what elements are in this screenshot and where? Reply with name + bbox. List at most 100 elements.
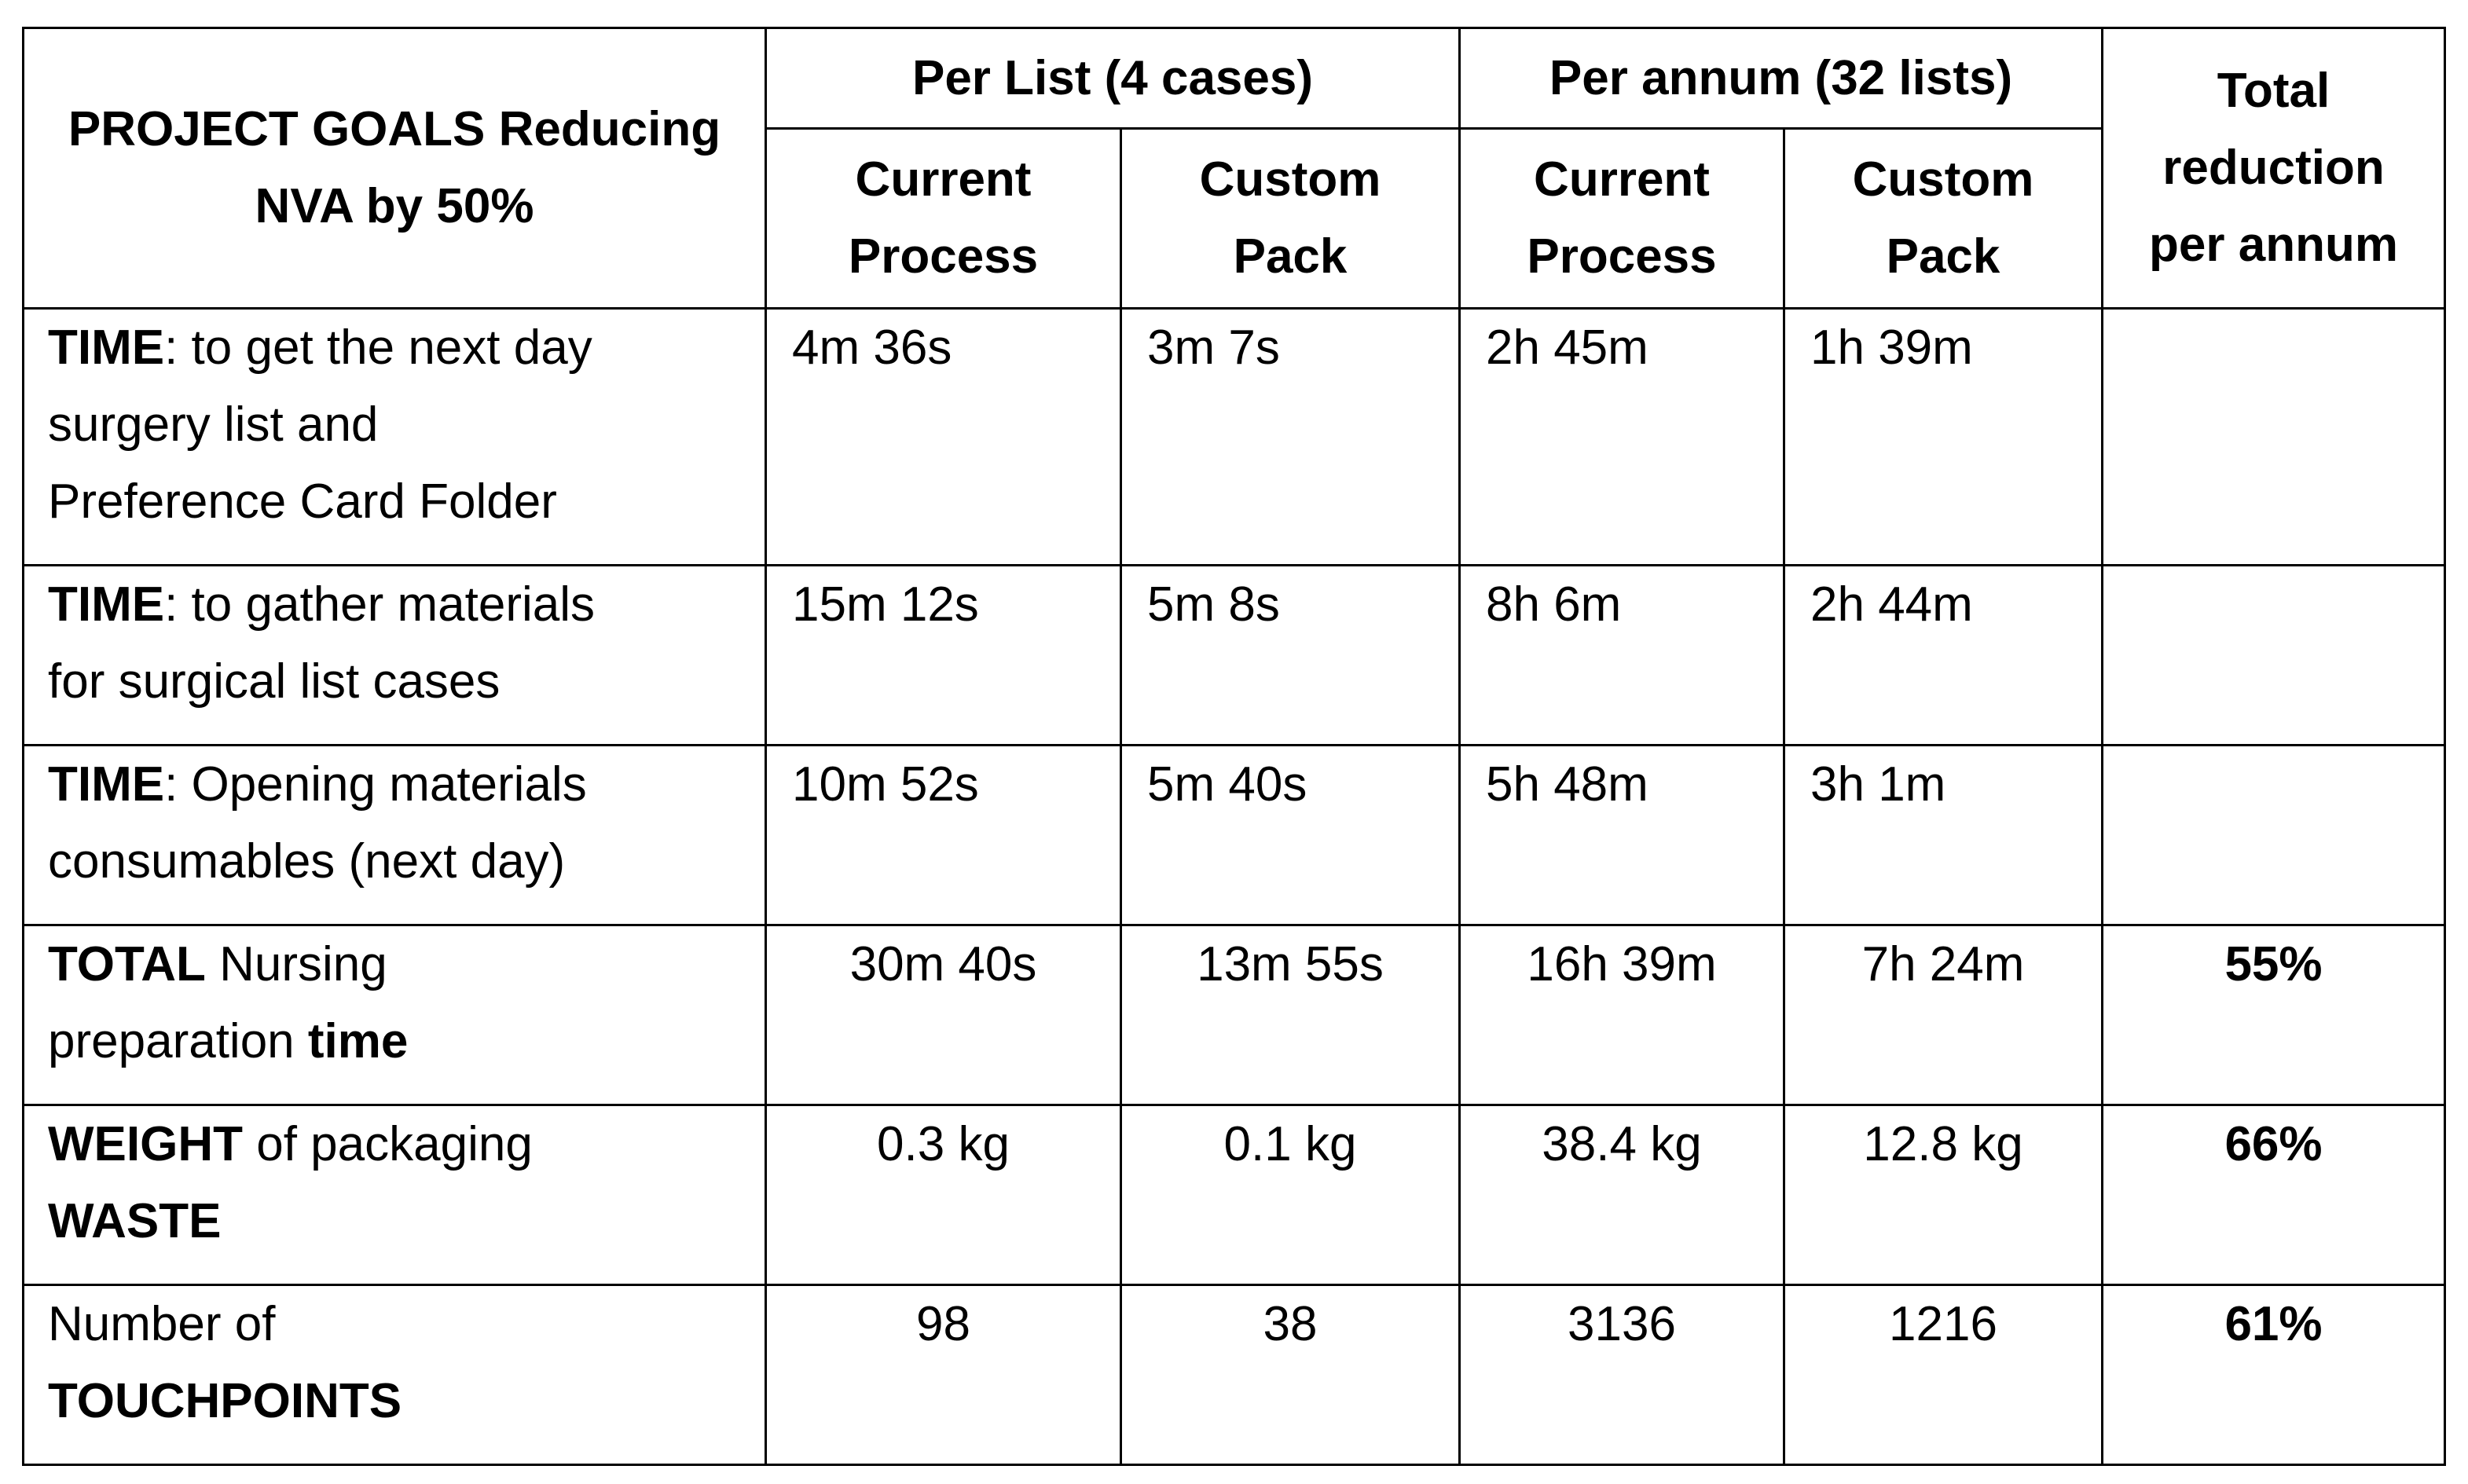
- label-part: WEIGHT: [48, 1117, 243, 1171]
- label-line: TOUCHPOINTS: [48, 1363, 743, 1440]
- value-cell: 7h 24m: [1783, 924, 2103, 1106]
- group-header: Per List (4 cases): [765, 27, 1461, 130]
- label-line: TIME: Opening materials: [48, 748, 743, 824]
- cell-line: Process: [848, 229, 1039, 284]
- value-cell: 3h 1m: [1783, 744, 2103, 926]
- cell-line: PROJECT GOALS Reducing: [68, 102, 721, 156]
- cell-line: reduction: [2162, 141, 2385, 195]
- total-cell: [2101, 564, 2446, 746]
- goals-table: PROJECT GOALS Reducing NVA by 50% Per List…: [22, 27, 2446, 1466]
- value-cell: 2h 44m: [1783, 564, 2103, 746]
- value-cell: 38: [1120, 1284, 1461, 1466]
- label-part: Nursing: [205, 937, 387, 991]
- value-cell: 8h 6m: [1458, 564, 1785, 746]
- label-part: for surgical list cases: [48, 654, 501, 709]
- total-cell: [2101, 307, 2446, 566]
- label-line: TIME: to get the next day: [48, 311, 743, 387]
- total-cell: 61%: [2101, 1284, 2446, 1466]
- label-line: WEIGHT of packaging: [48, 1108, 743, 1184]
- cell-line: Custom: [1199, 152, 1381, 207]
- label-line: Preference Card Folder: [48, 464, 743, 540]
- header-cell: PROJECT GOALS Reducing NVA by 50%: [22, 27, 767, 310]
- subcolumn-header: Current Process: [765, 127, 1122, 310]
- value-cell: 3m 7s: [1120, 307, 1461, 566]
- cell-line: Custom: [1852, 152, 2034, 207]
- value-cell: 0.3 kg: [765, 1104, 1122, 1286]
- label-line: surgery list and: [48, 387, 743, 464]
- cell-line: Process: [1527, 229, 1717, 284]
- row-label: TIME: Opening materials consumables (next…: [22, 744, 767, 926]
- value-cell: 0.1 kg: [1120, 1104, 1461, 1286]
- label-part: surgery list and: [48, 398, 379, 452]
- label-part: TIME: [48, 577, 165, 632]
- label-part: TIME: [48, 321, 165, 375]
- data-row: TOTAL Nursing preparation time 30m 40s 13m …: [22, 924, 2446, 1106]
- value-cell: 38.4 kg: [1458, 1104, 1785, 1286]
- value-cell: 1216: [1783, 1284, 2103, 1466]
- subcolumn-header: Custom Pack: [1120, 127, 1461, 310]
- total-cell: 66%: [2101, 1104, 2446, 1286]
- data-row: TIME: to get the next day surgery list an…: [22, 307, 2446, 566]
- value-cell: 15m 12s: [765, 564, 1122, 746]
- header-cell: Total reduction per annum: [2101, 27, 2446, 310]
- value-cell: 1h 39m: [1783, 307, 2103, 566]
- cell-line: Current: [1534, 152, 1710, 207]
- label-line: consumables (next day): [48, 823, 743, 900]
- label-line: for surgical list cases: [48, 643, 743, 720]
- label-part: : to get the next day: [164, 321, 592, 375]
- label-part: : Opening materials: [164, 757, 587, 812]
- label-part: TOTAL: [48, 937, 206, 991]
- total-cell: 55%: [2101, 924, 2446, 1106]
- value-cell: 98: [765, 1284, 1122, 1466]
- cell-line: NVA by 50%: [255, 179, 534, 233]
- data-row: WEIGHT of packaging WASTE 0.3 kg 0.1 kg 38.4…: [22, 1104, 2446, 1286]
- value-cell: 30m 40s: [765, 924, 1122, 1106]
- label-part: TOUCHPOINTS: [48, 1374, 402, 1428]
- value-cell: 4m 36s: [765, 307, 1122, 566]
- label-part: WASTE: [48, 1194, 222, 1248]
- label-line: TOTAL Nursing: [48, 928, 743, 1004]
- data-row: TIME: to gather materials for surgical li…: [22, 564, 2446, 746]
- label-part: Preference Card Folder: [48, 475, 557, 529]
- cell-line: per annum: [2149, 218, 2398, 272]
- row-label: TIME: to gather materials for surgical li…: [22, 564, 767, 746]
- value-cell: 16h 39m: [1458, 924, 1785, 1106]
- label-part: : to gather materials: [164, 577, 596, 632]
- data-row: TIME: Opening materials consumables (next…: [22, 744, 2446, 926]
- label-part: preparation: [48, 1014, 308, 1068]
- value-cell: 3136: [1458, 1284, 1785, 1466]
- label-line: preparation time: [48, 1003, 743, 1080]
- value-cell: 2h 45m: [1458, 307, 1785, 566]
- row-label: TIME: to get the next day surgery list an…: [22, 307, 767, 566]
- value-cell: 5m 40s: [1120, 744, 1461, 926]
- table-body: PROJECT GOALS Reducing NVA by 50% Per List…: [22, 27, 2446, 1466]
- value-cell: 12.8 kg: [1783, 1104, 2103, 1286]
- row-label: WEIGHT of packaging WASTE: [22, 1104, 767, 1286]
- label-part: TIME: [48, 757, 165, 812]
- cell-line: Pack: [1886, 229, 2000, 284]
- cell-line: Pack: [1233, 229, 1348, 284]
- total-cell: [2101, 744, 2446, 926]
- data-row: Number of TOUCHPOINTS 98 38 3136 1216 61%: [22, 1284, 2446, 1466]
- label-part: consumables (next day): [48, 834, 566, 889]
- row-label: Number of TOUCHPOINTS: [22, 1284, 767, 1466]
- header-row: Current Process Custom Pack Current Process Cu…: [24, 127, 2445, 310]
- value-cell: 5h 48m: [1458, 744, 1785, 926]
- label-line: TIME: to gather materials: [48, 568, 743, 644]
- group-header: Per annum (32 lists): [1458, 27, 2103, 130]
- subcolumn-header: Custom Pack: [1783, 127, 2103, 310]
- cell-line: Current: [855, 152, 1032, 207]
- label-line: WASTE: [48, 1183, 743, 1260]
- label-part: Number of: [48, 1297, 276, 1351]
- cell-line: Total: [2217, 64, 2330, 118]
- value-cell: 5m 8s: [1120, 564, 1461, 746]
- header-row: PROJECT GOALS Reducing NVA by 50% Per List…: [22, 27, 2446, 310]
- label-line: Number of: [48, 1288, 743, 1364]
- label-part: time: [307, 1014, 409, 1068]
- value-cell: 10m 52s: [765, 744, 1122, 926]
- subcolumn-header: Current Process: [1458, 127, 1785, 310]
- row-label: TOTAL Nursing preparation time: [22, 924, 767, 1106]
- label-part: of packaging: [242, 1117, 533, 1171]
- value-cell: 13m 55s: [1120, 924, 1461, 1106]
